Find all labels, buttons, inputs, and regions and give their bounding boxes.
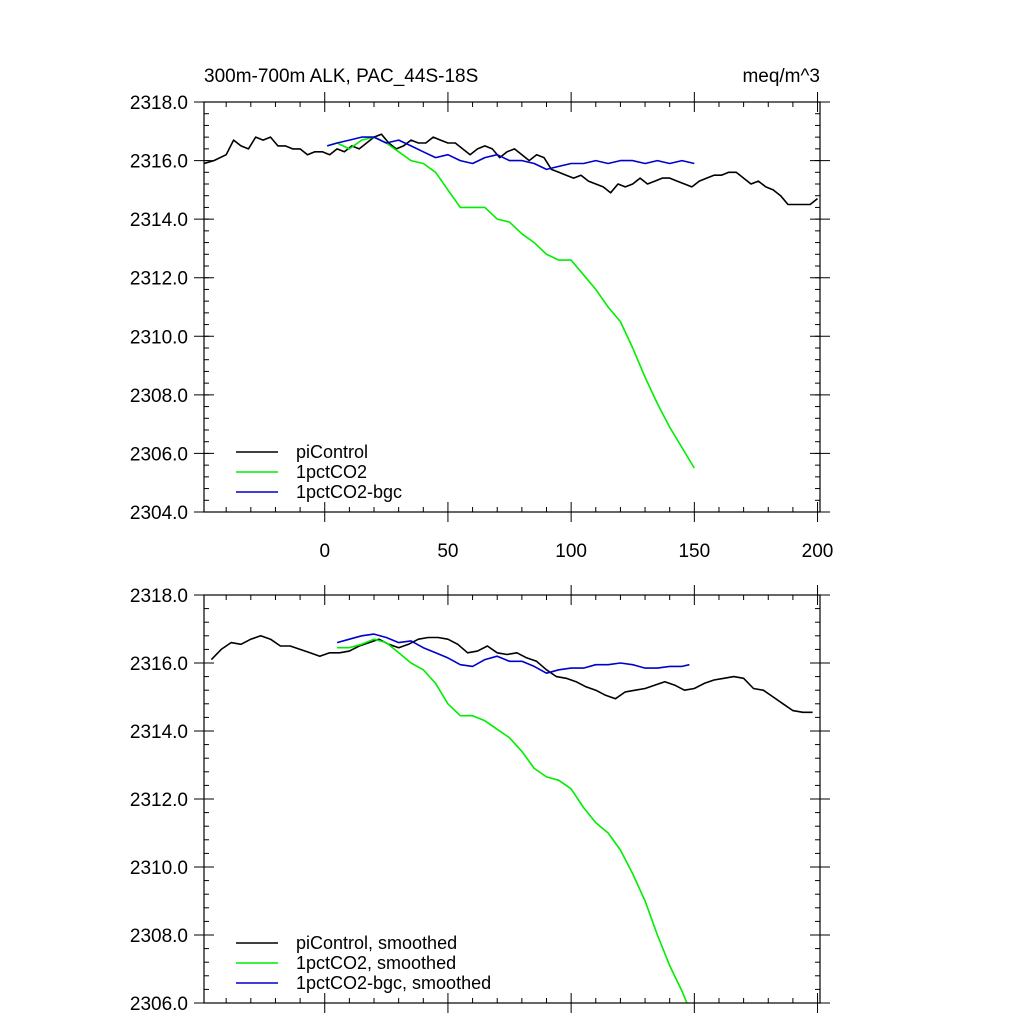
y-tick-label: 2318.0 [130,586,188,607]
y-tick-label: 2312.0 [130,269,188,290]
y-tick-label: 2308.0 [130,386,188,407]
y-tick-label: 2304.0 [130,503,188,524]
plot-frame [203,101,821,513]
y-tick-label: 2310.0 [130,858,188,879]
y-tick-label: 2314.0 [130,722,188,743]
series-line-1pctco2-bgc [326,136,695,171]
series-line-1pctco2 [326,136,695,469]
legend-label: 1pctCO2, smoothed [296,953,456,973]
chart-title: 300m-700m ALK, PAC_44S-18S [204,66,478,87]
legend-label: 1pctCO2-bgc, smoothed [296,973,491,993]
y-tick-label: 2316.0 [130,654,188,675]
y-tick-label: 2306.0 [130,994,188,1015]
x-tick-label: 50 [437,541,458,562]
bottom-panel: 2306.0 2308.0 2310.0 2312.0 2314.0 2316.0 2318… [130,585,830,1015]
y-tick-label: 2306.0 [130,444,188,465]
legend-label: 1pctCO2-bgc [296,482,402,502]
y-tick-label: 2314.0 [130,210,188,231]
y-tick-label: 2312.0 [130,790,188,811]
y-tick-label: 2310.0 [130,327,188,348]
legend-label: piControl, smoothed [296,933,457,953]
series-line-picontrol-smoothed [210,635,813,714]
units-label: meq/m^3 [742,66,820,87]
y-tick-label: 2318.0 [130,93,188,114]
y-tick-label: 2308.0 [130,926,188,947]
x-tick-label: 0 [319,541,330,562]
x-tick-label: 100 [555,541,587,562]
legend-label: 1pctCO2 [296,462,367,482]
series-line-1pctco2-bgc-smoothed [336,633,690,674]
legend-label: piControl [296,442,368,462]
series-line-picontrol [204,133,818,206]
y-tick-label: 2316.0 [130,152,188,173]
x-tick-label: 200 [802,541,834,562]
series-line-1pctco2-smoothed [337,638,688,1003]
x-tick-label: 150 [678,541,710,562]
top-panel: 2304.0 2306.0 2308.0 2310.0 2312.0 2314.0 2316… [130,92,834,562]
plot-frame [203,594,821,1004]
